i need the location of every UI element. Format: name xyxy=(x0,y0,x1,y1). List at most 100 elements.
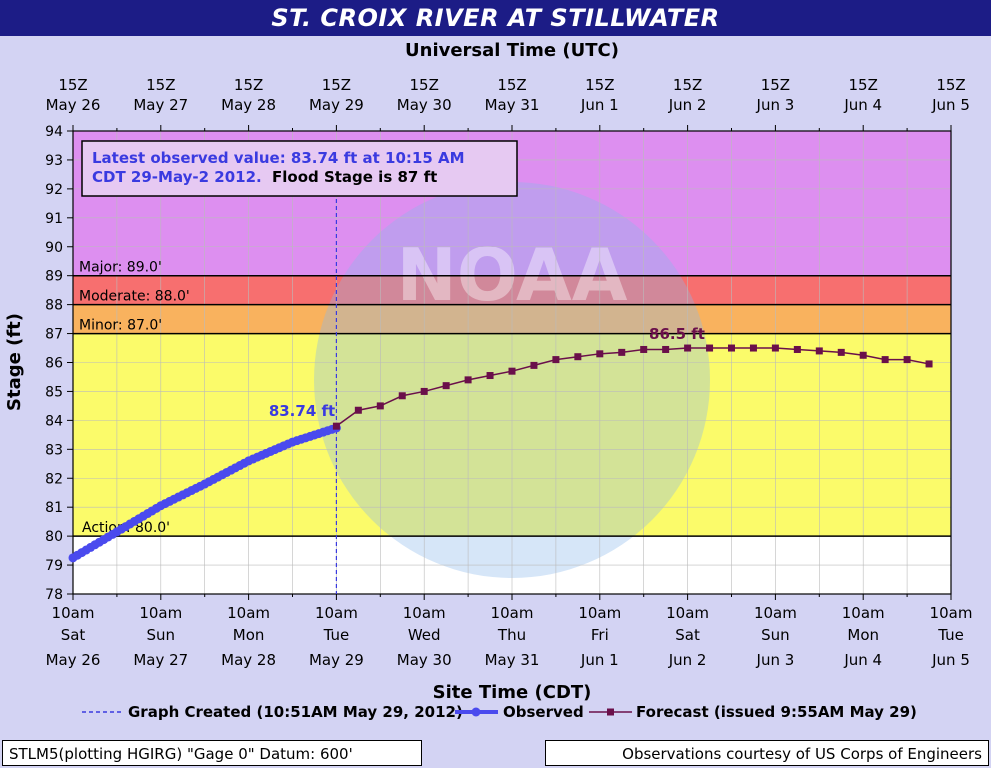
forecast-point xyxy=(793,345,801,353)
top-tick-label-hour: 15Z xyxy=(761,76,790,94)
band-label-0: Major: 89.0' xyxy=(79,260,162,276)
forecast-point xyxy=(552,356,560,364)
bottom-tick-label-day: Sat xyxy=(61,626,86,644)
top-tick-label-date: Jun 5 xyxy=(931,96,970,114)
top-tick-label-hour: 15Z xyxy=(322,76,351,94)
observations-credit: Observations courtesy of US Corps of Eng… xyxy=(545,740,989,766)
forecast-point xyxy=(640,345,648,353)
bottom-tick-label-day: Sun xyxy=(761,626,790,644)
forecast-line xyxy=(335,347,930,427)
forecast-point xyxy=(464,376,472,384)
forecast-point xyxy=(903,356,911,364)
y-tick-label: 90 xyxy=(45,240,63,256)
legend-observed-label: Observed xyxy=(503,703,584,721)
bottom-tick-label-time: 10am xyxy=(578,604,621,622)
bottom-tick-label-time: 10am xyxy=(315,604,358,622)
bottom-tick-label-date: Jun 1 xyxy=(580,651,619,669)
bottom-tick-label-time: 10am xyxy=(139,604,182,622)
bottom-tick-label-date: May 29 xyxy=(309,651,364,669)
bottom-tick-label-date: Jun 2 xyxy=(668,651,707,669)
y-tick-label: 92 xyxy=(45,182,63,198)
forecast-point xyxy=(376,402,384,410)
top-tick-label-date: Jun 3 xyxy=(756,96,795,114)
bottom-tick-label-time: 10am xyxy=(666,604,709,622)
y-tick-label: 89 xyxy=(45,269,63,285)
legend-forecast-marker xyxy=(607,708,614,716)
y-tick-label: 82 xyxy=(45,471,63,487)
legend-forecast-label: Forecast (issued 9:55AM May 29) xyxy=(636,703,917,721)
bottom-tick-label-time: 10am xyxy=(52,604,95,622)
forecast-point xyxy=(618,348,626,356)
top-tick-label-date: May 28 xyxy=(221,96,276,114)
bottom-tick-label-time: 10am xyxy=(930,604,973,622)
bottom-tick-label-day: Tue xyxy=(937,626,964,644)
info-box xyxy=(81,140,518,197)
top-tick-label-hour: 15Z xyxy=(849,76,878,94)
y-tick-label: 94 xyxy=(45,124,63,140)
bottom-tick-label-day: Thu xyxy=(497,626,526,644)
top-tick-label-hour: 15Z xyxy=(585,76,614,94)
forecast-point xyxy=(596,350,604,358)
bottom-tick-label-time: 10am xyxy=(403,604,446,622)
band-label-1: Moderate: 88.0' xyxy=(79,289,190,305)
legend-observed-marker xyxy=(471,707,481,717)
bottom-tick-label-time: 10am xyxy=(491,604,534,622)
top-tick-label-hour: 15Z xyxy=(497,76,526,94)
info-observed-text: Latest observed value: 83.74 ft at 10:15… xyxy=(92,149,465,167)
bottom-tick-label-date: Jun 4 xyxy=(843,651,882,669)
y-tick-label: 78 xyxy=(45,587,63,603)
x-axis-title: Site Time (CDT) xyxy=(433,682,592,703)
forecast-point xyxy=(420,387,428,395)
top-tick-label-hour: 15Z xyxy=(234,76,263,94)
forecast-point xyxy=(662,345,670,353)
y-tick-label: 80 xyxy=(45,529,63,545)
y-tick-label: 93 xyxy=(45,153,63,169)
y-tick-label: 88 xyxy=(45,298,63,314)
forecast-point xyxy=(837,348,845,356)
y-tick-label: 91 xyxy=(45,211,63,227)
top-tick-label-date: May 30 xyxy=(397,96,452,114)
forecast-point xyxy=(749,344,757,352)
forecast-crest-label: 86.5 ft xyxy=(649,325,705,343)
top-tick-label-date: May 29 xyxy=(309,96,364,114)
y-axis-title: Stage (ft) xyxy=(4,313,25,411)
forecast-point xyxy=(508,367,516,375)
hydrograph-chart: NOAAMajor: 89.0'Moderate: 88.0'Minor: 87… xyxy=(4,40,973,721)
forecast-point xyxy=(771,344,779,352)
datum-note: STLM5(plotting HGIRG) "Gage 0" Datum: 60… xyxy=(2,740,422,766)
y-tick-label: 83 xyxy=(45,442,63,458)
y-tick-label: 85 xyxy=(45,384,63,400)
bottom-tick-label-day: Fri xyxy=(591,626,609,644)
y-tick-label: 86 xyxy=(45,356,63,372)
top-tick-label-hour: 15Z xyxy=(410,76,439,94)
legend-created-label: Graph Created (10:51AM May 29, 2012) xyxy=(128,703,463,721)
bottom-tick-label-day: Sat xyxy=(675,626,700,644)
bottom-tick-label-day: Wed xyxy=(408,626,441,644)
bottom-tick-label-time: 10am xyxy=(754,604,797,622)
bottom-tick-label-date: Jun 3 xyxy=(756,651,795,669)
forecast-point xyxy=(398,392,406,400)
observed-value-label: 83.74 ft xyxy=(269,402,335,420)
forecast-point xyxy=(684,344,692,352)
band-label-2: Minor: 87.0' xyxy=(79,318,162,334)
top-tick-label-date: May 26 xyxy=(46,96,101,114)
forecast-point xyxy=(530,361,538,369)
info-observed-date: CDT 29-May-2 2012. xyxy=(92,168,262,186)
forecast-point xyxy=(728,344,735,352)
top-tick-label-hour: 15Z xyxy=(146,76,175,94)
forecast-point xyxy=(706,344,714,352)
bottom-tick-label-date: May 31 xyxy=(485,651,540,669)
chart-title: ST. CROIX RIVER AT STILLWATER xyxy=(0,0,991,36)
forecast-point xyxy=(925,360,933,368)
forecast-point xyxy=(442,382,450,390)
bottom-tick-label-date: May 30 xyxy=(397,651,452,669)
forecast-point xyxy=(815,347,823,355)
top-axis-title: Universal Time (UTC) xyxy=(405,40,619,61)
y-tick-label: 87 xyxy=(45,327,63,343)
top-tick-label-hour: 15Z xyxy=(58,76,87,94)
forecast-point xyxy=(332,422,340,430)
bottom-tick-label-day: Sun xyxy=(147,626,176,644)
forecast-point xyxy=(859,351,867,359)
top-tick-label-hour: 15Z xyxy=(673,76,702,94)
forecast-point xyxy=(486,372,494,380)
